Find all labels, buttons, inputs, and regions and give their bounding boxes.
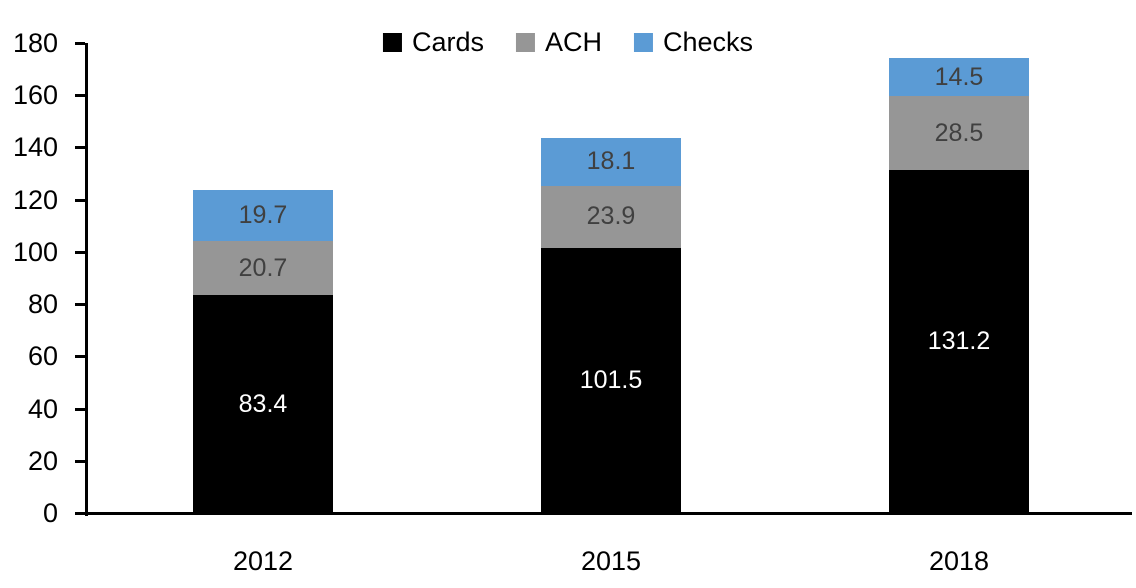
y-tick (75, 512, 85, 515)
chart-legend: Cards ACH Checks (382, 27, 753, 57)
x-category-label: 2018 (928, 546, 990, 576)
legend-swatch-icon (515, 33, 535, 52)
y-tick-label: 40 (27, 394, 58, 424)
y-tick-label: 100 (12, 237, 58, 267)
segment-value-label: 131.2 (927, 327, 991, 356)
y-tick (75, 460, 85, 463)
bar-segment-cards-2018: 131.2 (889, 170, 1029, 513)
y-tick (75, 251, 85, 254)
x-axis-line (85, 512, 1132, 515)
y-tick-label: 140 (12, 132, 58, 162)
y-tick-label: 180 (12, 28, 58, 58)
y-tick (75, 355, 85, 358)
bar-segment-ach-2012: 20.7 (193, 241, 333, 296)
bar-segment-cards-2012: 83.4 (193, 295, 333, 513)
y-axis-line (85, 43, 88, 516)
y-tick (75, 303, 85, 306)
y-tick (75, 146, 85, 149)
y-tick-label: 80 (27, 289, 58, 319)
segment-value-label: 19.7 (238, 200, 288, 229)
bar-segment-checks-2012: 19.7 (193, 189, 333, 242)
y-tick (75, 94, 85, 97)
bar-segment-ach-2015: 23.9 (541, 185, 681, 248)
bar-segment-cards-2015: 101.5 (541, 247, 681, 513)
legend-item: Checks (634, 29, 753, 56)
x-category-label: 2015 (580, 546, 642, 576)
y-tick-label: 120 (12, 185, 58, 215)
segment-value-label: 101.5 (579, 365, 643, 394)
legend-swatch-icon (634, 33, 654, 52)
y-tick-label: 60 (27, 341, 58, 371)
bar-segment-checks-2018: 14.5 (889, 58, 1029, 96)
y-tick (75, 42, 85, 45)
bar-segment-ach-2018: 28.5 (889, 96, 1029, 171)
y-tick-label: 20 (27, 446, 58, 476)
legend-label: Checks (663, 27, 754, 57)
segment-value-label: 18.1 (586, 147, 636, 176)
segment-value-label: 20.7 (238, 253, 288, 282)
y-tick (75, 199, 85, 202)
x-category-label: 2012 (232, 546, 294, 576)
bar-segment-checks-2015: 18.1 (541, 138, 681, 186)
y-tick (75, 408, 85, 411)
legend-label: ACH (544, 27, 603, 57)
legend-label: Cards (411, 27, 484, 57)
legend-swatch-icon (382, 33, 402, 52)
segment-value-label: 28.5 (934, 118, 984, 147)
segment-value-label: 14.5 (934, 62, 984, 91)
legend-item: Cards (382, 27, 484, 57)
segment-value-label: 23.9 (586, 202, 636, 231)
y-tick-label: 0 (42, 498, 58, 528)
y-tick-label: 160 (12, 80, 58, 110)
segment-value-label: 83.4 (238, 389, 288, 418)
legend-item: ACH (515, 27, 603, 57)
